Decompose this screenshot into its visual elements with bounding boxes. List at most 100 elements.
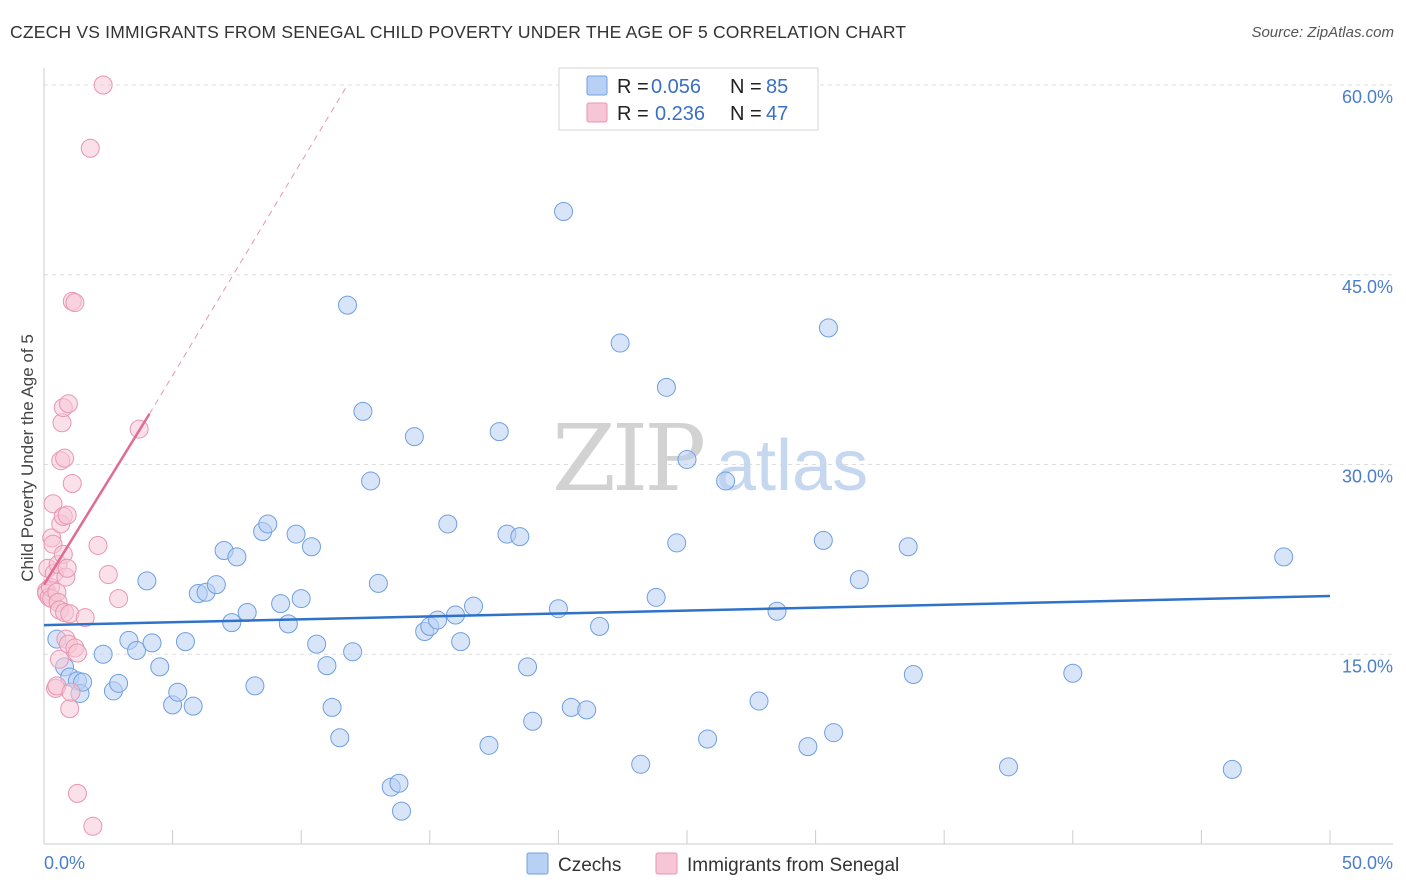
legend-n-label-2: N =: [730, 103, 762, 125]
czechs-point: [824, 723, 844, 743]
czechs-point: [577, 700, 597, 720]
czechs-point: [127, 640, 147, 660]
czechs-point: [798, 737, 818, 757]
czechs-point: [183, 696, 203, 716]
senegal-point: [75, 608, 95, 628]
senegal-point: [43, 494, 63, 514]
czechs-point: [646, 587, 666, 607]
czechs-point: [667, 533, 687, 553]
czechs-point: [404, 427, 424, 447]
czechs-point: [656, 377, 676, 397]
czechs-point: [631, 754, 651, 774]
czechs-point: [590, 616, 610, 636]
y-tick-label-60: 60.0%: [1342, 87, 1393, 107]
senegal-point: [49, 649, 69, 669]
legend-n-value-1: 85: [766, 76, 788, 98]
czechs-point: [510, 527, 530, 547]
senegal-point: [61, 682, 81, 702]
czechs-point: [389, 773, 409, 793]
czechs-point: [548, 599, 568, 619]
czechs-point: [849, 570, 869, 590]
czechs-point: [150, 657, 170, 677]
legend-box: R = 0.056 N = 85 R = 0.236 N = 47: [558, 67, 819, 131]
bottom-legend: Czechs Immigrants from Senegal: [526, 852, 899, 876]
senegal-point: [62, 473, 82, 493]
czechs-point: [716, 471, 736, 491]
senegal-point: [65, 293, 85, 313]
legend-r-label-1: R =: [617, 76, 649, 98]
legend-r-value-1: 0.056: [651, 76, 701, 98]
czechs-point: [258, 514, 278, 534]
senegal-point: [80, 138, 100, 158]
czechs-point: [168, 682, 188, 702]
watermark-atlas: atlas: [716, 426, 868, 506]
czechs-point: [322, 697, 342, 717]
czechs-point: [142, 633, 162, 653]
legend-r-label-2: R =: [617, 103, 649, 125]
czechs-point: [438, 514, 458, 534]
senegal-point: [57, 558, 77, 578]
senegal-point: [83, 816, 103, 836]
czechs-point: [361, 471, 381, 491]
bottom-legend-czechs: Czechs: [558, 855, 621, 876]
czechs-point: [337, 295, 357, 315]
czechs-point: [818, 318, 838, 338]
senegal-point: [67, 643, 87, 663]
senegal-point: [67, 783, 87, 803]
czechs-point: [368, 573, 388, 593]
czechs-point: [206, 575, 226, 595]
senegal-point: [58, 394, 78, 414]
czechs-point: [137, 571, 157, 591]
czechs-point: [222, 613, 242, 633]
y-tick-labels: 15.0% 30.0% 45.0% 60.0%: [1342, 87, 1393, 676]
czechs-point: [489, 422, 509, 442]
bottom-legend-senegal: Immigrants from Senegal: [687, 855, 899, 876]
senegal-trend-extension: [149, 84, 348, 415]
czechs-point: [343, 642, 363, 662]
czechs-point: [451, 632, 471, 652]
source-label: Source: ZipAtlas.com: [1251, 24, 1394, 41]
czechs-trend-line: [43, 594, 1331, 627]
y-tick-label-15: 15.0%: [1342, 656, 1393, 676]
czechs-point: [518, 657, 538, 677]
senegal-point: [57, 505, 77, 525]
czechs-point: [286, 524, 306, 544]
czechs-point: [767, 601, 787, 621]
czechs-point: [1063, 663, 1083, 683]
trend-lines: [42, 84, 1331, 627]
czechs-point: [610, 333, 630, 353]
legend-n-label-1: N =: [730, 76, 762, 98]
legend-n-value-2: 47: [766, 103, 788, 125]
czechs-point: [291, 589, 311, 609]
czechs-point: [93, 644, 113, 664]
senegal-trend-line: [42, 413, 151, 586]
legend-swatch-czechs: [586, 75, 608, 96]
czechs-point: [554, 202, 574, 221]
senegal-point: [109, 589, 129, 609]
senegal-point: [98, 565, 118, 585]
czechs-point: [227, 547, 247, 567]
czechs-point: [175, 632, 195, 652]
czechs-point: [999, 757, 1018, 777]
y-axis-label: Child Poverty Under the Age of 5: [18, 334, 37, 582]
czechs-point: [1222, 759, 1242, 779]
senegal-point: [55, 448, 75, 468]
gridlines: [44, 84, 1393, 655]
czechs-point: [330, 728, 350, 748]
senegal-points: [37, 75, 149, 836]
czechs-point: [317, 656, 337, 676]
czechs-point: [392, 801, 412, 821]
czechs-point: [301, 537, 321, 557]
axes: [43, 68, 1393, 845]
y-tick-label-30: 30.0%: [1342, 467, 1393, 487]
czechs-point: [698, 729, 718, 749]
x-tick-label-max: 50.0%: [1342, 853, 1393, 873]
czechs-point: [903, 664, 923, 684]
czechs-point: [479, 735, 499, 755]
czechs-point: [307, 634, 327, 654]
czechs-point: [245, 676, 265, 696]
senegal-point: [88, 535, 108, 555]
y-tick-label-45: 45.0%: [1342, 277, 1393, 297]
chart-title: CZECH VS IMMIGRANTS FROM SENEGAL CHILD P…: [10, 22, 907, 42]
